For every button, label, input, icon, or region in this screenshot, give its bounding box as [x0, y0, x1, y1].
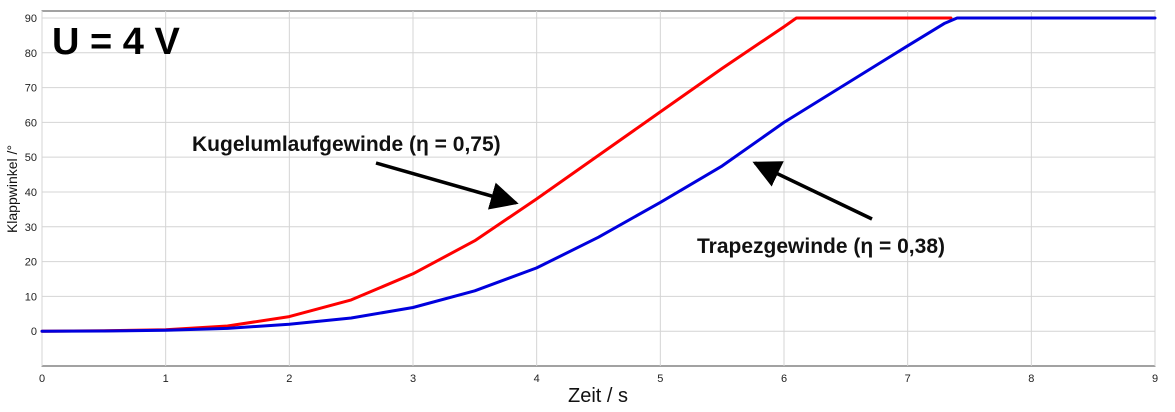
y-tick-label: 60	[25, 117, 37, 129]
x-tick-label: 0	[39, 373, 45, 385]
y-axis-label: Klappwinkel /°	[4, 145, 20, 233]
y-tick-label: 10	[25, 291, 37, 303]
x-tick-label: 7	[905, 373, 911, 385]
grid	[41, 11, 1156, 366]
x-tick-label: 4	[534, 373, 540, 385]
y-tick-label: 50	[25, 152, 37, 164]
x-tick-label: 5	[657, 373, 663, 385]
series-lines	[40, 16, 1157, 333]
plot-area	[41, 10, 1156, 367]
annotation-kugelumlaufgewinde: Kugelumlaufgewinde (η = 0,75)	[192, 133, 501, 156]
x-axis-label: Zeit / s	[568, 385, 628, 407]
x-tick-label: 3	[410, 373, 416, 385]
y-tick-label: 20	[25, 257, 37, 269]
x-tick-labels: 0 1 2 3 4 5 6 7 8 9	[39, 373, 1158, 385]
x-tick-label: 6	[781, 373, 787, 385]
y-tick-label: 90	[25, 13, 37, 25]
annotation-arrow-kugelumlaufgewinde	[375, 161, 519, 210]
x-tick-label: 9	[1152, 373, 1158, 385]
x-tick-label: 2	[286, 373, 292, 385]
y-tick-label: 0	[31, 326, 37, 338]
chart-title: U = 4 V	[52, 21, 180, 63]
y-tick-labels: 0 10 20 30 40 50 60 70 80 90	[25, 13, 37, 338]
annotation-arrow-trapezgewinde	[752, 161, 873, 221]
y-tick-label: 70	[25, 83, 37, 95]
y-tick-label: 30	[25, 222, 37, 234]
annotation-trapezgewinde: Trapezgewinde (η = 0,38)	[697, 235, 945, 258]
x-tick-label: 1	[163, 373, 169, 385]
series-line-trapezgewinde	[40, 16, 1157, 333]
y-tick-label: 40	[25, 187, 37, 199]
y-tick-label: 80	[25, 48, 37, 60]
x-tick-label: 8	[1028, 373, 1034, 385]
